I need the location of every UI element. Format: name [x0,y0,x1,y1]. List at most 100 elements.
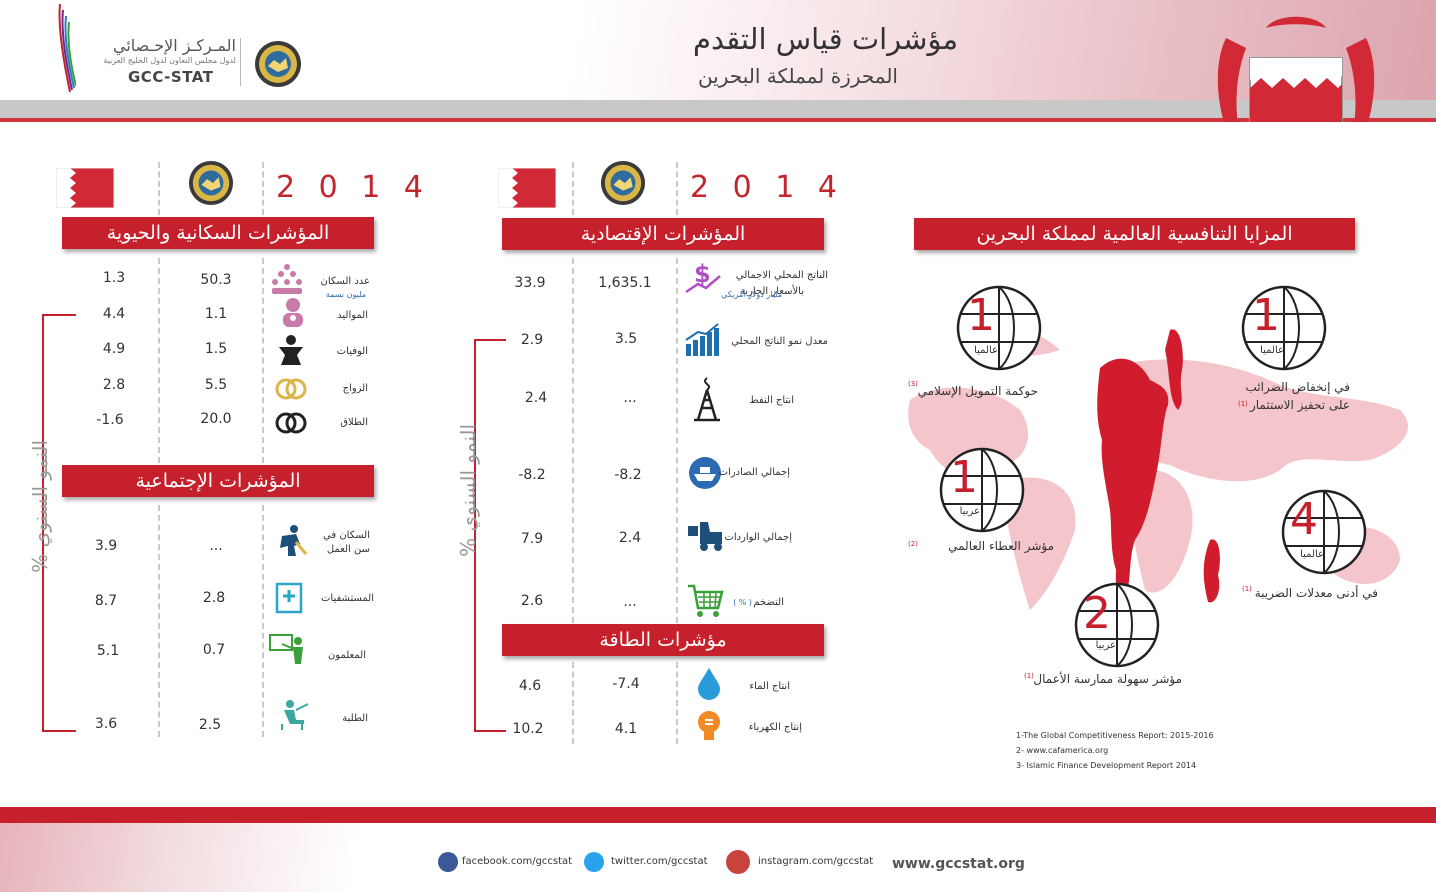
column-divider [676,258,678,623]
reference-1: 1-The Global Competitiveness Report: 201… [1016,731,1214,740]
reference-3: 3- Islamic Finance Development Report 20… [1016,761,1197,770]
gcc-seal-icon [600,160,646,206]
hospitals-bahrain-value: 8.7 [94,593,118,609]
column-divider [676,162,678,234]
working-age-label: السكان في [323,530,370,541]
teacher-icon [269,634,303,664]
growth-bracket [474,339,506,732]
students-bahrain-value: 3.6 [94,716,118,732]
gcc-seal-icon [255,41,301,87]
students-label: الطلبة [342,713,368,724]
twitter-link[interactable]: twitter.com/gccstat [611,856,708,867]
working-age-gcc-value: ... [209,538,223,554]
exports-label: إجمالي الصادرات [718,467,790,478]
electricity-gcc-value: 4.1 [614,721,638,737]
population-label: عدد السكان [320,276,370,287]
page-subtitle: المحرزة لمملكة البحرين [697,64,898,88]
population-icon [272,264,302,294]
rank-number: 1 [950,452,978,503]
column-divider [572,258,574,623]
reference-mark: (1) [1242,585,1252,593]
giving-index-label: مؤشر العطاء العالمي [948,539,1054,553]
oil-label: انتاج النفط [749,395,794,406]
globe-badge-icon [939,447,1025,533]
marriage-bahrain-value: 2.8 [102,377,126,393]
instagram-icon[interactable] [726,850,750,874]
annual-growth-label: النمو السنوي % [28,440,52,573]
column-divider [262,162,264,234]
forklift-icon [688,522,722,551]
imports-gcc-value: 2.4 [618,530,642,546]
year-heading: 2 0 1 4 [276,170,430,205]
globe-badge-icon [1281,489,1367,575]
tax-reduction-label: في إنخفاض الضرائب [1245,380,1351,394]
facebook-icon[interactable] [438,852,458,872]
deaths-bahrain-value: 4.9 [102,341,126,357]
logo-divider [240,38,241,86]
gdp-label: الناتج المحلي الاجمالي [735,270,828,281]
header-divider-band [0,100,1436,118]
rank-number: 2 [1083,588,1111,639]
page-title: مؤشرات قياس التقدم [693,22,958,56]
energy-section-title: مؤشرات الطاقة [502,624,824,656]
facebook-link[interactable]: facebook.com/gccstat [462,856,573,867]
header-banner [0,0,1436,118]
gdp-growth-gcc-value: 3.5 [614,331,638,347]
reference-mark: (1) [1024,672,1034,680]
hospitals-gcc-value: 2.8 [202,590,226,606]
logo-arabic-name: المـركـز الإحـصائي [113,36,236,55]
rings-icon [275,378,307,400]
deaths-label: الوفيات [336,346,368,357]
column-divider [572,662,574,744]
population-sublabel: مليون نسمة [325,290,366,299]
working-age-bahrain-value: 3.9 [94,538,118,554]
website-link[interactable]: www.gccstat.org [892,856,1025,872]
teachers-gcc-value: 0.7 [202,642,226,658]
growth-bracket [42,314,76,732]
footer-red-band [0,807,1436,823]
column-divider [676,662,678,744]
teachers-label: المعلمون [327,650,366,661]
reference-mark: (2) [908,540,918,548]
footer [0,823,1436,892]
logo-arabic-subtitle: لدول مجلس التعاون لدول الخليج العربية [103,56,236,65]
growth-chart-icon [685,323,719,356]
hospitals-label: المستشفيات [320,593,374,604]
rank-scope: عربيا [1095,640,1116,651]
dollar-icon: $ [685,260,721,294]
twitter-icon[interactable] [584,852,604,872]
births-label: المواليد [337,310,368,321]
instagram-link[interactable]: instagram.com/gccstat [758,856,874,867]
cart-icon [688,584,724,617]
divorce-gcc-value: 20.0 [200,411,232,427]
inflation-label: التضخم [753,597,784,608]
annual-growth-label: النمو السنوي % [456,424,480,557]
births-bahrain-value: 4.4 [102,306,126,322]
hospital-icon [275,582,303,614]
electricity-bahrain-value: 10.2 [512,721,544,737]
gdp-gcc-value: 1,635.1 [598,275,652,291]
exports-bahrain-value: -8.2 [518,467,546,483]
column-divider [158,162,160,234]
gdp-unit: مليار دولار أمريكي [721,290,782,299]
population-bahrain-value: 1.3 [102,270,126,286]
water-label: انتاج الماء [749,681,790,692]
teachers-bahrain-value: 5.1 [96,643,120,659]
bahrain-flag-icon [56,168,114,208]
logo-english-name: GCC-STAT [128,68,214,86]
svg-text:$: $ [694,260,711,288]
marriage-gcc-value: 5.5 [204,377,228,393]
oil-bahrain-value: 2.4 [524,390,548,406]
reference-2: 2- www.cafamerica.org [1016,746,1109,755]
inflation-unit: ( % ) [733,598,752,607]
globe-badge-icon [1241,285,1327,371]
rank-number: 1 [1252,290,1280,341]
reference-mark: (1) [1238,400,1248,408]
students-gcc-value: 2.5 [198,717,222,733]
gdp-bahrain-value: 33.9 [514,275,546,291]
imports-bahrain-value: 7.9 [520,531,544,547]
globe-badge-icon [956,285,1042,371]
rank-scope: عربيا [959,506,980,517]
oil-rig-icon [694,377,720,422]
tax-reduction-label-2: على تحفيز الاستثمار [1249,398,1350,412]
